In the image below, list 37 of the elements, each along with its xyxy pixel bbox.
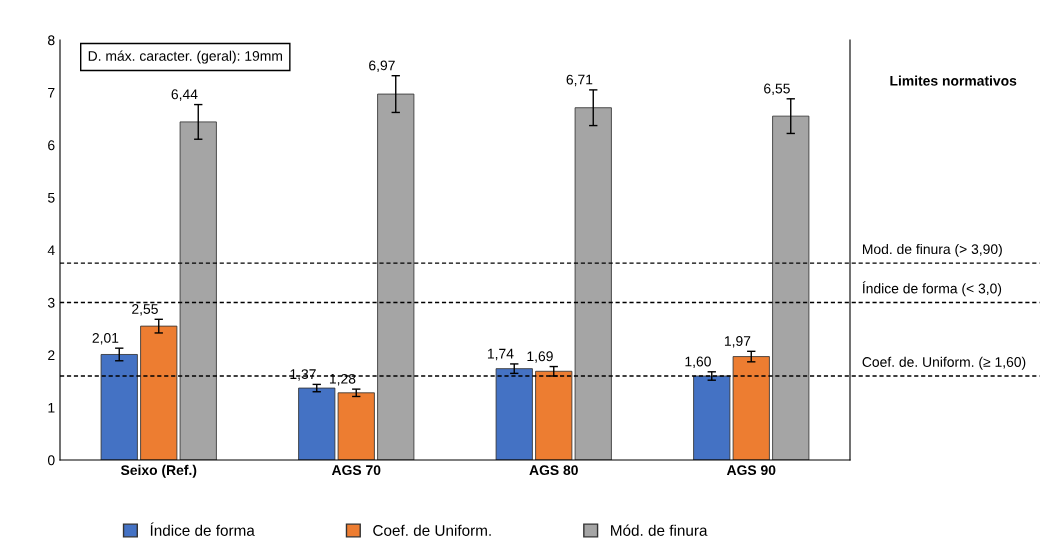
ref-line-label: Mod. de finura (> 3,90) xyxy=(862,243,1002,257)
data-label: 1,28 xyxy=(329,373,356,386)
y-tick-label: 3 xyxy=(47,297,55,308)
annotation: D. máx. caracter. (geral): 19mm xyxy=(88,50,282,64)
text: Limites normativos xyxy=(890,75,1017,86)
y-tick-label: 8 xyxy=(48,35,55,46)
x-tick-label: AGS 70 xyxy=(331,465,381,476)
data-label: 6,71 xyxy=(566,74,593,87)
x-tick-label: AGS 80 xyxy=(529,465,578,476)
data-label: 1,37 xyxy=(290,369,316,381)
bar xyxy=(377,93,415,460)
y-tick-label: 2 xyxy=(48,350,55,361)
data-label: 6,97 xyxy=(369,60,395,72)
y-tick-label: 1 xyxy=(48,402,55,413)
bar xyxy=(772,115,810,460)
data-label: 1,97 xyxy=(724,336,751,348)
data-label: 1,74 xyxy=(487,348,514,361)
legend-label: Coef. de Uniform. xyxy=(373,524,491,536)
data-label: 1,60 xyxy=(685,356,711,369)
y-tick-label: 4 xyxy=(47,245,55,256)
data-label: 6,44 xyxy=(171,89,198,101)
y-tick-label: 5 xyxy=(47,192,55,203)
bar xyxy=(100,354,138,460)
y-tick-label: 0 xyxy=(47,455,55,466)
legend-label: Mód. de finura xyxy=(611,524,708,536)
bar xyxy=(495,368,533,460)
legend-label: Índice de forma xyxy=(150,522,255,536)
y-tick-label: 7 xyxy=(48,87,55,98)
data-label: 2,01 xyxy=(92,332,119,345)
data-label: 1,69 xyxy=(527,351,553,363)
x-tick-label: Seixo (Ref.) xyxy=(120,464,197,478)
ref-line-label: Coef. de. Uniform. (≥ 1,60) xyxy=(862,356,1026,370)
x-tick-label: AGS 90 xyxy=(726,465,776,476)
data-label: 6,55 xyxy=(764,83,790,96)
ref-line-label: Índice de forma (< 3,0) xyxy=(862,281,1002,297)
y-tick-label: 6 xyxy=(48,140,55,151)
data-label: 2,55 xyxy=(132,304,158,316)
